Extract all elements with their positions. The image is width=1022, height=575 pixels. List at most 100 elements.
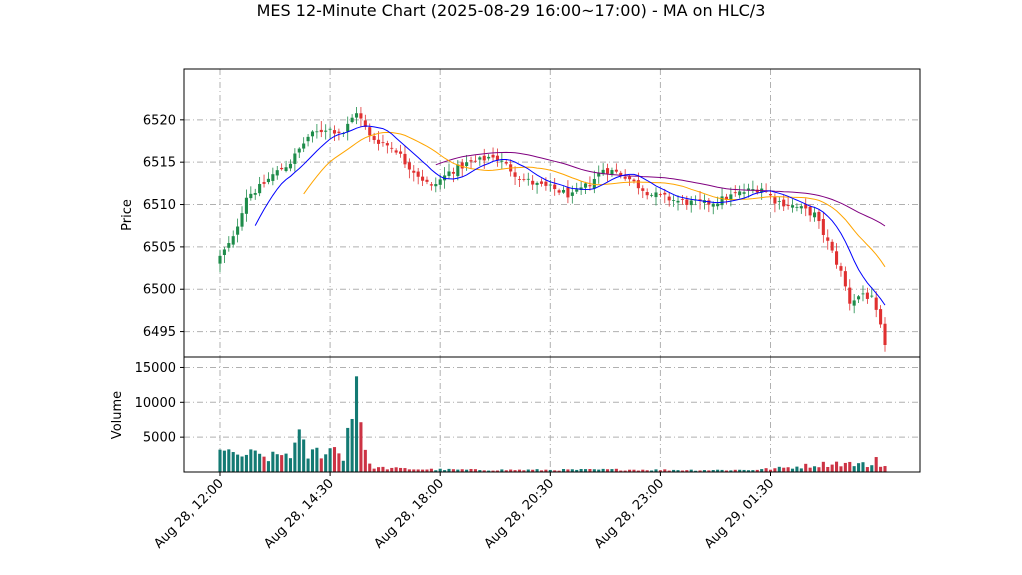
candle-body	[724, 196, 728, 200]
candle-body	[672, 200, 676, 201]
candle	[711, 201, 715, 215]
candle-body	[579, 187, 583, 190]
candle	[425, 176, 429, 185]
candle	[460, 158, 464, 178]
volume-bar	[324, 454, 328, 472]
volume-bar	[835, 461, 839, 472]
volume-bar	[341, 460, 345, 472]
candle	[597, 165, 601, 184]
candle-body	[429, 184, 433, 186]
candle	[702, 194, 706, 210]
candle-body	[619, 172, 623, 176]
candle-body	[385, 143, 389, 146]
volume-bar	[394, 467, 398, 472]
candle	[315, 123, 319, 139]
volume-bars	[218, 376, 887, 472]
volume-bar	[280, 455, 284, 472]
candle-body	[249, 193, 253, 199]
candle-body	[610, 170, 614, 175]
volume-grid	[184, 357, 920, 472]
candle-body	[861, 293, 865, 295]
candle-body	[412, 170, 416, 173]
volume-bar	[826, 466, 830, 472]
candle-body	[425, 179, 429, 182]
volume-bar	[632, 469, 636, 472]
volume-bar	[500, 469, 504, 472]
volume-bar	[302, 439, 306, 472]
candle-body	[716, 203, 720, 207]
moving-averages	[254, 125, 886, 306]
candle	[553, 177, 557, 196]
candle-body	[390, 147, 394, 149]
candle	[628, 174, 632, 186]
candle-body	[826, 237, 830, 241]
candle-body	[539, 181, 544, 184]
candle	[539, 178, 544, 187]
volume-bar	[764, 468, 768, 472]
candle-body	[583, 183, 588, 188]
volume-bar	[504, 470, 508, 472]
candle-body	[645, 192, 649, 196]
volume-bar	[601, 468, 605, 472]
volume-bar	[487, 470, 491, 472]
candle	[795, 203, 799, 212]
candle-body	[711, 203, 715, 207]
volume-tick-label: 15000	[135, 361, 176, 376]
volume-bar	[561, 469, 566, 472]
candle-body	[553, 184, 557, 190]
candle	[381, 134, 385, 147]
candle	[218, 249, 222, 273]
volume-bar	[306, 458, 310, 472]
candle-body	[663, 192, 667, 195]
candle-body	[394, 150, 398, 153]
candle	[583, 181, 588, 195]
volume-bar	[733, 469, 737, 472]
volume-bar	[553, 470, 557, 472]
candle	[434, 177, 438, 193]
candle-body	[795, 206, 799, 208]
candle	[768, 189, 773, 200]
candle	[500, 153, 504, 170]
volume-bar	[399, 467, 403, 472]
candle	[535, 181, 539, 194]
candle	[390, 141, 394, 153]
volume-bar	[606, 469, 610, 472]
candle-body	[817, 211, 821, 222]
candle-body	[588, 185, 592, 187]
volume-bar	[672, 469, 676, 472]
candle	[654, 187, 658, 206]
candle	[852, 293, 856, 314]
candle-body	[526, 178, 530, 180]
volume-bar	[451, 469, 455, 472]
volume-bar	[848, 461, 852, 472]
candle	[561, 186, 566, 194]
candle-body	[240, 213, 244, 227]
candle	[522, 173, 526, 182]
volume-bar	[288, 458, 293, 472]
candle-body	[601, 169, 605, 175]
candle	[253, 188, 257, 200]
volume-bar	[654, 469, 658, 472]
candle	[826, 229, 830, 250]
candle	[297, 147, 301, 158]
candle	[288, 159, 293, 172]
candle-body	[852, 300, 856, 306]
volume-bar	[650, 470, 654, 472]
candle	[451, 167, 455, 183]
candle	[782, 194, 786, 211]
volume-bar	[760, 469, 764, 472]
candle-body	[636, 180, 640, 189]
candle-body	[667, 196, 671, 201]
candle	[645, 188, 649, 200]
candle	[324, 124, 328, 140]
volume-bar	[447, 468, 451, 472]
volume-bar	[473, 469, 477, 472]
volume-bar	[337, 453, 341, 472]
volume-panel-frame	[183, 356, 921, 473]
candle	[227, 236, 231, 252]
price-tick-label: 6520	[143, 113, 176, 128]
candle-body	[685, 199, 689, 205]
volume-bar	[478, 470, 482, 472]
x-tick-label: Aug 28, 23:00	[592, 476, 668, 552]
candle-body	[359, 113, 363, 119]
